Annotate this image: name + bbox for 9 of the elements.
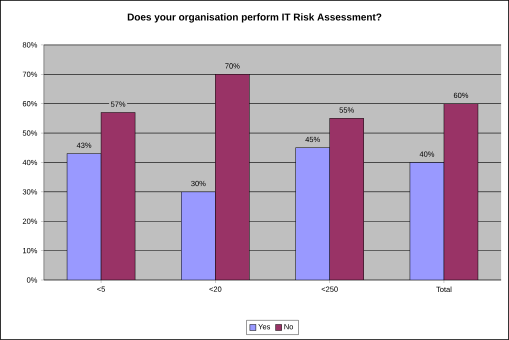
bar [181,192,216,280]
bar [66,153,102,280]
bar [444,103,478,280]
bar [410,162,444,280]
bar [215,74,250,280]
bar [329,118,364,280]
bar [100,112,136,280]
bar [295,148,330,280]
chart-title: Does your organisation perform IT Risk Assessment? [128,13,382,23]
